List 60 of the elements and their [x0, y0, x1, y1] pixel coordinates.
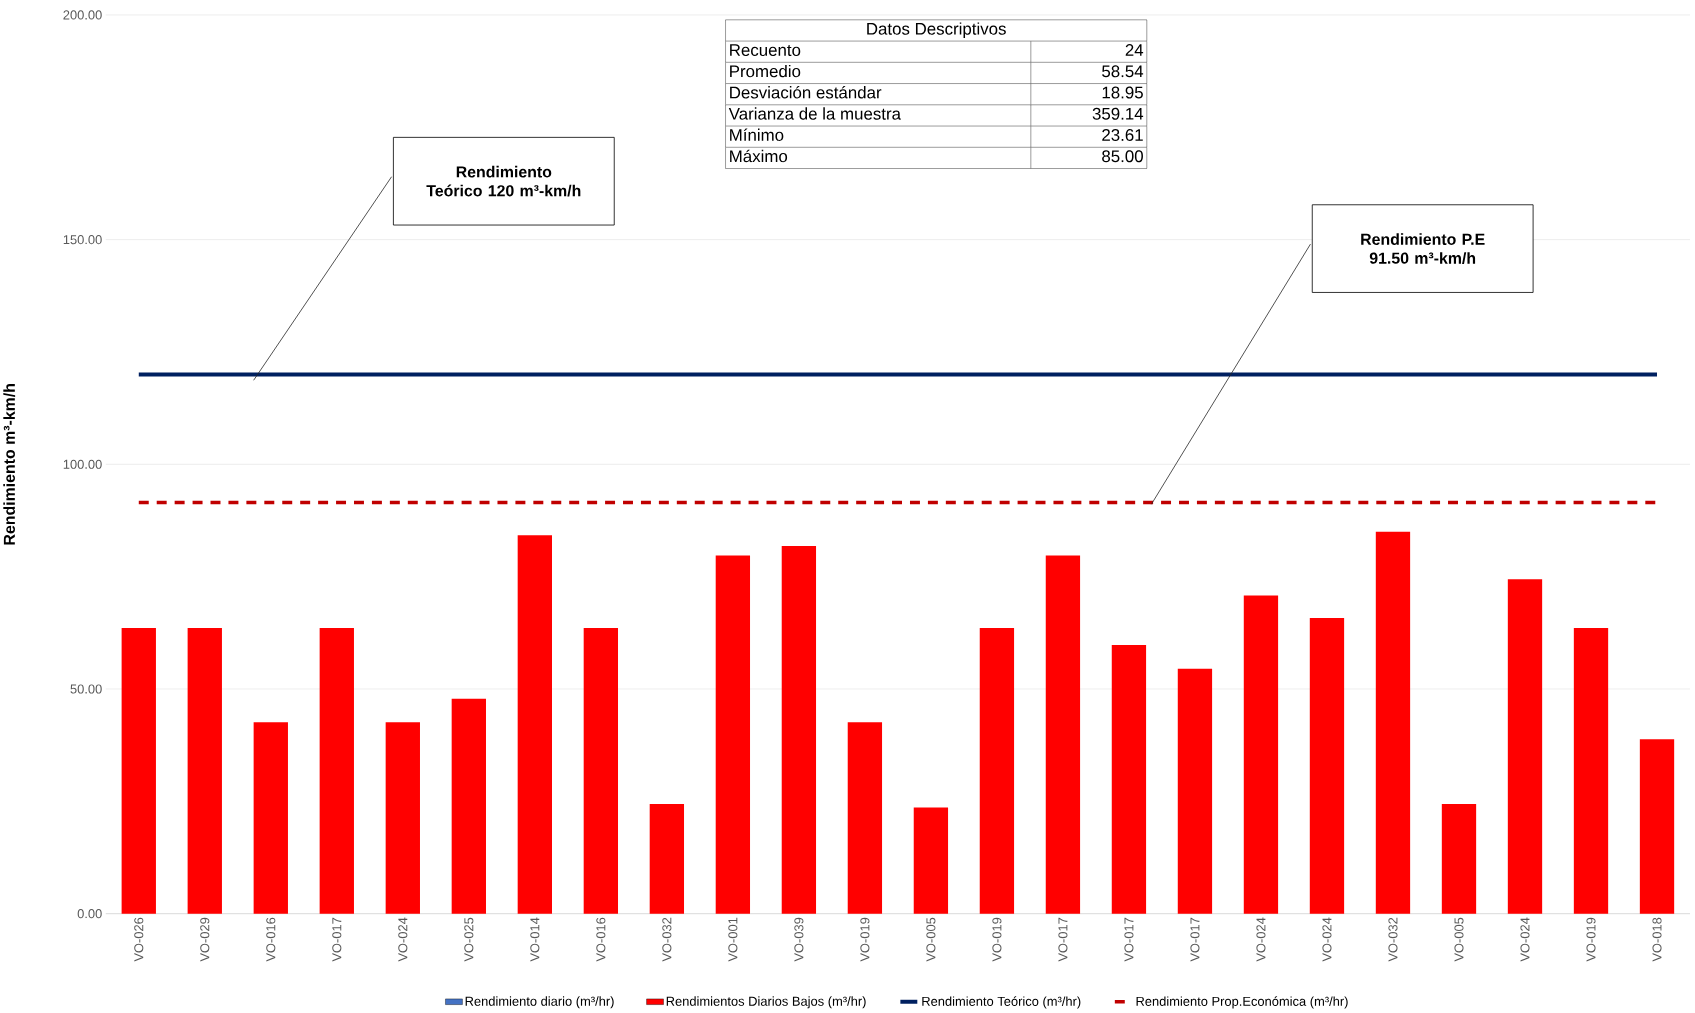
bar [715, 555, 751, 914]
x-tick-label: VO-029 [200, 917, 210, 962]
bar [121, 627, 156, 914]
x-tick-label: VO-039 [794, 917, 804, 962]
x-tick-label: VO-025 [464, 917, 474, 962]
bar [1309, 617, 1345, 914]
legend-label: Rendimientos Diarios Bajos (m³/hr) [666, 996, 866, 1009]
x-tick-label: VO-032 [662, 917, 672, 962]
x-tick-label: VO-017 [1190, 917, 1200, 962]
bar [385, 722, 420, 914]
x-tick-label: VO-005 [926, 917, 936, 962]
x-tick-label: VO-017 [1124, 917, 1134, 962]
x-tick-label: VO-019 [1586, 917, 1596, 962]
bar [451, 698, 486, 914]
y-tick-label: 150.00 [63, 234, 102, 245]
bar [913, 807, 949, 914]
bar [1507, 579, 1543, 914]
legend-label: Rendimiento Teórico (m³/hr) [922, 996, 1081, 1009]
y-axis-title: Rendimiento m³-km/h [3, 383, 16, 545]
bar [847, 722, 883, 914]
x-tick-label: VO-026 [134, 917, 144, 962]
x-tick-label: VO-014 [530, 917, 540, 962]
bar [1639, 739, 1675, 914]
bar [1375, 531, 1411, 914]
bar [1045, 555, 1081, 914]
bar [319, 627, 354, 914]
bar [187, 627, 222, 914]
y-tick-label: 100.00 [63, 459, 102, 469]
bar [781, 545, 817, 914]
x-tick-label: VO-032 [1388, 917, 1398, 962]
x-tick-label: VO-024 [1322, 917, 1332, 962]
annotation: Rendimiento Teórico 120 m³-km/h [426, 165, 581, 197]
x-tick-label: VO-019 [992, 917, 1002, 962]
x-tick-label: VO-024 [398, 917, 408, 962]
bar [583, 627, 619, 914]
bar [979, 627, 1015, 914]
y-tick-label: 0.00 [77, 908, 102, 919]
x-tick-label: VO-016 [596, 917, 606, 962]
bar [1573, 627, 1609, 914]
x-tick-label: VO-017 [1058, 917, 1068, 962]
legend-label: Rendimiento diario (m³/hr) [465, 996, 614, 1009]
legend-label: Rendimiento Prop.Económica (m³/hr) [1136, 996, 1348, 1009]
bar [1441, 803, 1477, 914]
x-tick-label: VO-024 [1520, 917, 1530, 962]
x-tick-label: VO-019 [860, 917, 870, 962]
bar [253, 722, 288, 914]
bar [649, 803, 685, 914]
x-tick-label: VO-005 [1454, 917, 1464, 962]
y-tick-label: 50.00 [70, 684, 102, 694]
bar [517, 535, 552, 914]
x-tick-label: VO-024 [1256, 917, 1266, 962]
bar [1177, 668, 1213, 914]
bar [1243, 595, 1279, 914]
y-tick-label: 200.00 [63, 10, 102, 20]
x-tick-label: VO-016 [266, 917, 276, 962]
bar [1111, 644, 1147, 914]
x-tick-label: VO-018 [1652, 917, 1662, 962]
x-tick-label: VO-001 [728, 917, 738, 962]
x-tick-label: VO-017 [332, 917, 342, 962]
annotation: Rendimiento P.E 91.50 m³-km/h [1361, 233, 1485, 264]
